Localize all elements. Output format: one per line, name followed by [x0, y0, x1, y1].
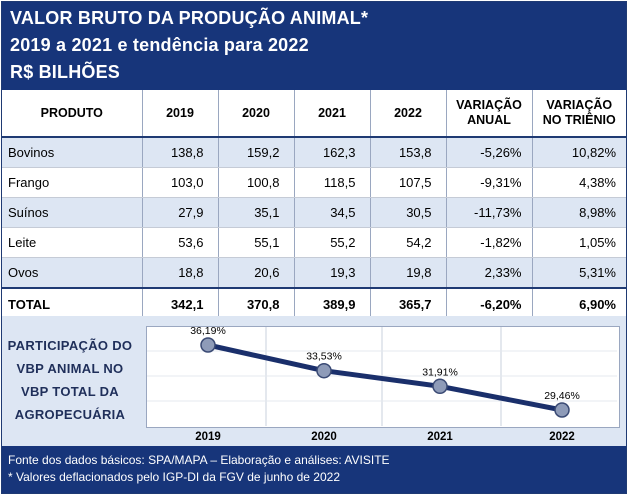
table-row: Leite 53,6 55,1 55,2 54,2 -1,82% 1,05%: [2, 227, 626, 258]
share-caption-line-2: VBP ANIMAL NO: [16, 361, 124, 376]
data-label: 29,46%: [544, 390, 580, 402]
data-label: 31,91%: [422, 366, 458, 378]
cell-2020: 35,1: [218, 197, 295, 228]
cell-2022: 153,8: [370, 137, 447, 168]
share-caption-line-1: PARTICIPAÇÃO DO: [7, 338, 133, 353]
footer-source: Fonte dos dados básicos: SPA/MAPA – Elab…: [8, 453, 390, 467]
col-header-2022: 2022: [370, 90, 447, 138]
x-tick-label: 2021: [427, 431, 453, 443]
col-header-2019: 2019: [142, 90, 219, 138]
total-variacao-trienio: 6,90%: [532, 287, 626, 321]
share-line-chart: 36,19% 2019 33,53% 2020 31,91% 2021 29,46% 2022: [147, 325, 617, 443]
data-point: [554, 402, 570, 418]
cell-2022: 54,2: [370, 227, 447, 258]
cell-2021: 118,5: [294, 167, 371, 198]
cell-2020: 55,1: [218, 227, 295, 258]
cell-2022: 19,8: [370, 257, 447, 289]
col-header-produto: PRODUTO: [2, 90, 143, 138]
cell-product: Ovos: [2, 257, 143, 289]
cell-2021: 19,3: [294, 257, 371, 289]
cell-2019: 138,8: [142, 137, 219, 168]
table-row: Frango 103,0 100,8 118,5 107,5 -9,31% 4,…: [2, 167, 626, 198]
col-header-variacao-anual-l1: VARIAÇÃO: [456, 98, 522, 112]
cell-variacao-trienio: 4,38%: [532, 167, 626, 198]
col-header-2020: 2020: [218, 90, 295, 138]
cell-variacao-trienio: 8,98%: [532, 197, 626, 228]
share-caption: PARTICIPAÇÃO DO VBP ANIMAL NO VBP TOTAL …: [6, 334, 134, 426]
table-row: Ovos 18,8 20,6 19,3 19,8 2,33% 5,31%: [2, 257, 626, 289]
total-2022: 365,7: [370, 287, 447, 321]
col-header-variacao-trienio: VARIAÇÃO NO TRIÊNIO: [532, 90, 626, 138]
cell-2020: 100,8: [218, 167, 295, 198]
table-row: Bovinos 138,8 159,2 162,3 153,8 -5,26% 1…: [2, 137, 626, 168]
total-label: TOTAL: [2, 287, 143, 321]
cell-2019: 27,9: [142, 197, 219, 228]
cell-2022: 30,5: [370, 197, 447, 228]
table-row: Suínos 27,9 35,1 34,5 30,5 -11,73% 8,98%: [2, 197, 626, 228]
cell-variacao-trienio: 10,82%: [532, 137, 626, 168]
cell-2019: 53,6: [142, 227, 219, 258]
data-point: [200, 337, 216, 353]
cell-variacao-anual: -9,31%: [446, 167, 533, 198]
cell-variacao-anual: 2,33%: [446, 257, 533, 289]
col-header-variacao-trienio-l2: NO TRIÊNIO: [542, 113, 616, 127]
cell-product: Suínos: [2, 197, 143, 228]
table-header-row: PRODUTO 2019 2020 2021 2022 VARIAÇÃO ANU…: [2, 90, 626, 138]
col-header-variacao-anual-l2: ANUAL: [467, 113, 511, 127]
cell-variacao-anual: -11,73%: [446, 197, 533, 228]
total-2021: 389,9: [294, 287, 371, 321]
share-caption-line-4: AGROPECUÁRIA: [14, 407, 126, 422]
share-caption-line-3: VBP TOTAL DA: [21, 384, 119, 399]
x-tick-label: 2020: [311, 431, 337, 443]
cell-2021: 162,3: [294, 137, 371, 168]
title-line-3: R$ BILHÕES: [10, 62, 121, 82]
cell-variacao-anual: -1,82%: [446, 227, 533, 258]
cell-2021: 55,2: [294, 227, 371, 258]
cell-variacao-trienio: 1,05%: [532, 227, 626, 258]
footer-note: * Valores deflacionados pelo IGP-DI da F…: [8, 470, 340, 484]
cell-product: Leite: [2, 227, 143, 258]
data-label: 33,53%: [306, 351, 342, 363]
cell-2022: 107,5: [370, 167, 447, 198]
cell-product: Bovinos: [2, 137, 143, 168]
cell-variacao-anual: -5,26%: [446, 137, 533, 168]
cell-2019: 18,8: [142, 257, 219, 289]
col-header-2021: 2021: [294, 90, 371, 138]
title-line-1: VALOR BRUTO DA PRODUÇÃO ANIMAL*: [10, 8, 369, 28]
cell-2021: 34,5: [294, 197, 371, 228]
footer-banner: Fonte dos dados básicos: SPA/MAPA – Elab…: [2, 446, 626, 493]
total-variacao-anual: -6,20%: [446, 287, 533, 321]
series-line: [207, 342, 563, 413]
data-point: [316, 362, 332, 379]
cell-2020: 159,2: [218, 137, 295, 168]
x-tick-label: 2022: [549, 431, 575, 443]
production-table: PRODUTO 2019 2020 2021 2022 VARIAÇÃO ANU…: [2, 90, 626, 321]
share-panel: PARTICIPAÇÃO DO VBP ANIMAL NO VBP TOTAL …: [2, 316, 626, 446]
cell-variacao-trienio: 5,31%: [532, 257, 626, 289]
x-tick-label: 2019: [195, 431, 221, 443]
data-label: 36,19%: [190, 325, 226, 337]
data-point: [432, 378, 448, 395]
cell-product: Frango: [2, 167, 143, 198]
cell-2020: 20,6: [218, 257, 295, 289]
col-header-variacao-trienio-l1: VARIAÇÃO: [546, 98, 613, 112]
title-banner: VALOR BRUTO DA PRODUÇÃO ANIMAL* 2019 a 2…: [2, 2, 626, 90]
title-line-2: 2019 a 2021 e tendência para 2022: [10, 35, 309, 55]
total-2020: 370,8: [218, 287, 295, 321]
col-header-variacao-anual: VARIAÇÃO ANUAL: [446, 90, 533, 138]
cell-2019: 103,0: [142, 167, 219, 198]
